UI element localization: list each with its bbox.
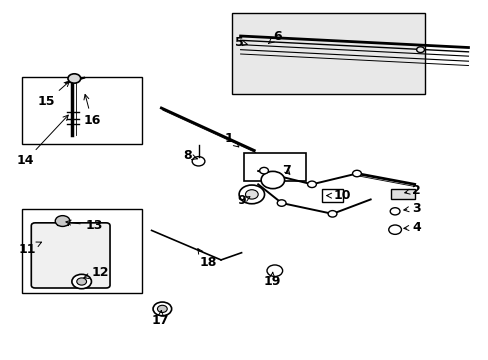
Text: 16: 16 <box>83 94 101 127</box>
Circle shape <box>77 278 86 285</box>
Circle shape <box>277 200 285 206</box>
Circle shape <box>389 208 399 215</box>
Text: 2: 2 <box>404 184 420 197</box>
Bar <box>243 153 305 181</box>
Circle shape <box>352 170 361 177</box>
Bar <box>390 189 414 199</box>
Circle shape <box>72 274 91 289</box>
Text: 1: 1 <box>224 132 238 147</box>
Circle shape <box>157 305 167 312</box>
Circle shape <box>259 167 268 174</box>
Bar <box>321 189 343 202</box>
Text: 19: 19 <box>263 272 280 288</box>
Circle shape <box>307 181 316 188</box>
Circle shape <box>261 171 284 189</box>
Text: 3: 3 <box>403 202 420 215</box>
Bar <box>232 13 425 94</box>
Text: 5: 5 <box>235 36 247 49</box>
Text: 13: 13 <box>66 219 103 232</box>
Circle shape <box>266 265 282 276</box>
Text: 8: 8 <box>183 149 197 162</box>
Circle shape <box>68 74 81 83</box>
Circle shape <box>416 47 424 53</box>
Bar <box>22 77 142 144</box>
Text: 6: 6 <box>268 30 282 44</box>
Circle shape <box>55 216 70 226</box>
Circle shape <box>327 211 336 217</box>
Circle shape <box>388 225 401 234</box>
Text: 9: 9 <box>237 194 249 207</box>
Text: 15: 15 <box>38 81 69 108</box>
Text: 10: 10 <box>326 189 350 202</box>
Text: 7: 7 <box>282 164 290 177</box>
Text: 17: 17 <box>151 311 169 327</box>
Text: 18: 18 <box>198 249 216 269</box>
Circle shape <box>239 185 264 204</box>
Text: 14: 14 <box>17 115 68 167</box>
Text: 4: 4 <box>403 221 420 234</box>
Text: 11: 11 <box>18 242 41 256</box>
Circle shape <box>192 157 204 166</box>
Bar <box>22 209 142 293</box>
Circle shape <box>245 190 258 199</box>
FancyBboxPatch shape <box>31 223 110 288</box>
Circle shape <box>153 302 171 316</box>
Text: 12: 12 <box>83 266 109 279</box>
